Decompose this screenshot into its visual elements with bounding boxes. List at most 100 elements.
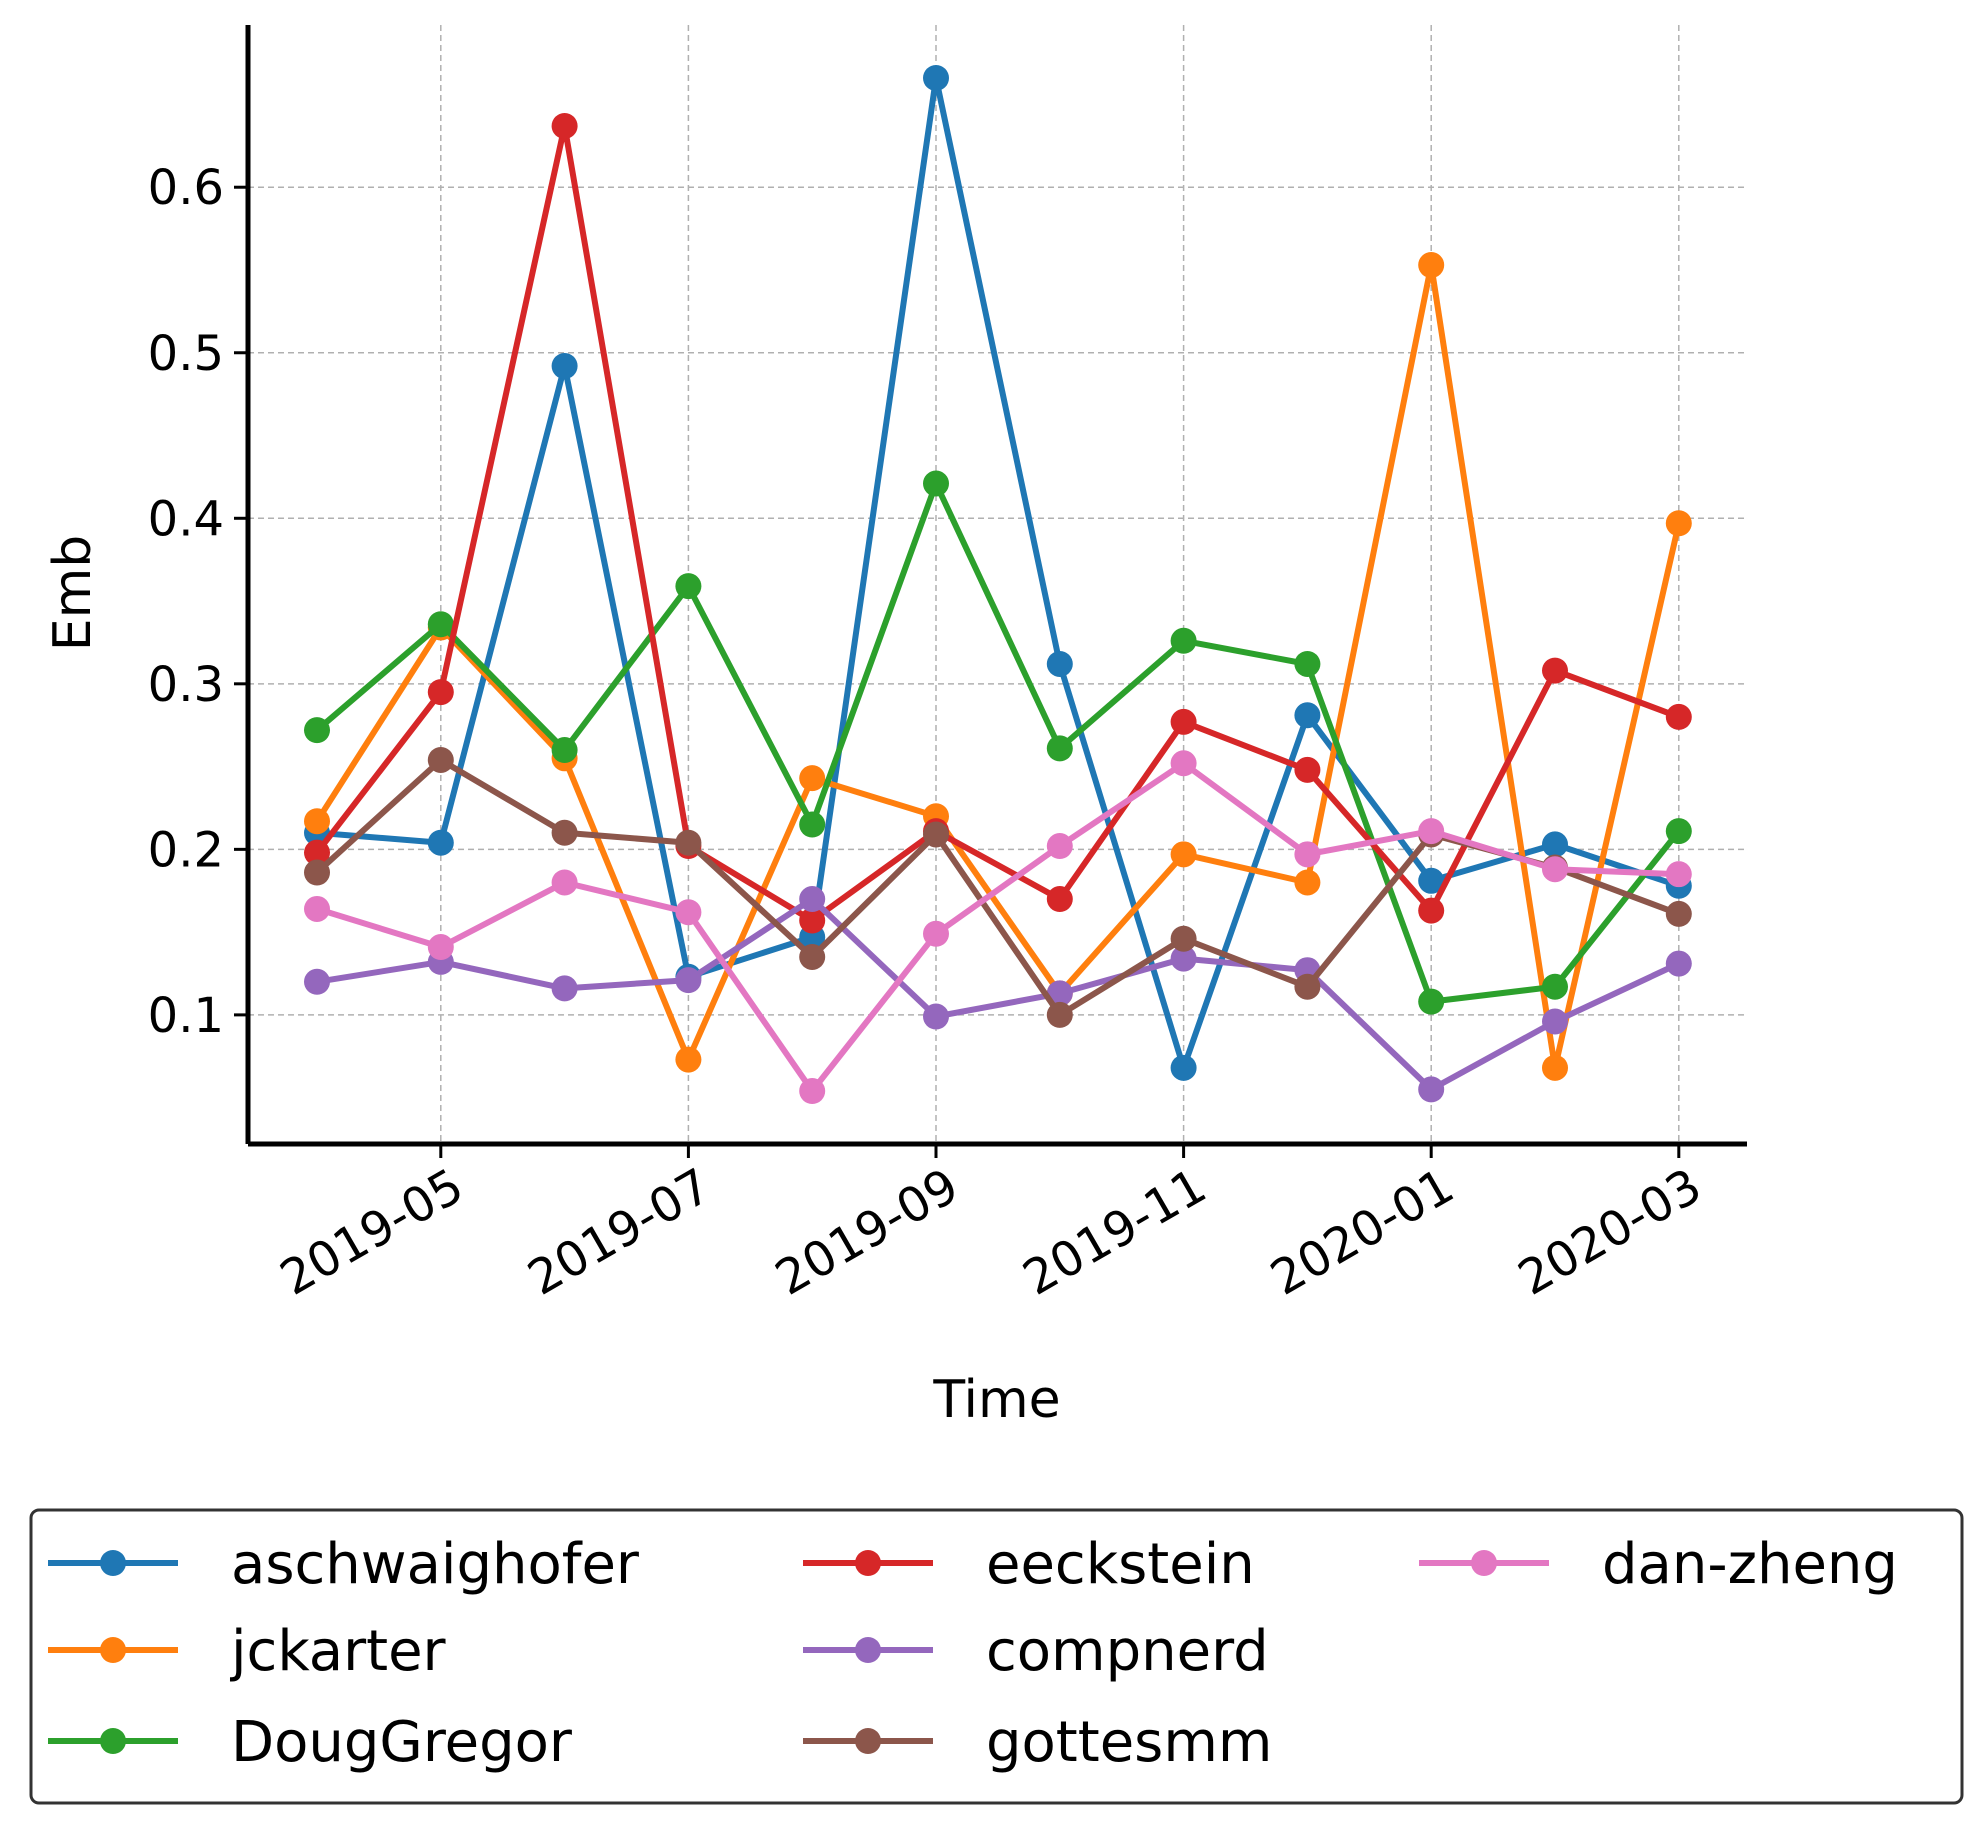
data-point	[1542, 1054, 1568, 1081]
ticks: 0.1 0.2 0.3 0.4 0.5 0.6 2019-05 2019-07 2019-09 2…	[148, 160, 1711, 1306]
data-point	[1542, 973, 1568, 1000]
data-point	[304, 839, 330, 866]
data-point	[551, 737, 578, 764]
data-point	[427, 934, 454, 961]
x-tick-label: 2020-01	[1262, 1158, 1464, 1307]
legend-label: gottesmm	[986, 1710, 1272, 1775]
data-point	[1046, 650, 1073, 677]
data-point	[675, 967, 702, 994]
y-tick-label: 0.5	[148, 326, 224, 382]
series-line	[314, 760, 1682, 1094]
data-point	[1418, 897, 1445, 924]
legend-label: eeckstein	[986, 1532, 1255, 1597]
data-point	[427, 679, 454, 706]
data-point	[1665, 900, 1692, 927]
series	[304, 64, 1692, 1105]
data-point	[675, 829, 702, 856]
series-DougGregor	[304, 470, 1692, 1015]
data-point	[1294, 841, 1321, 868]
y-tick-label: 0.3	[148, 657, 224, 713]
legend-swatch-marker	[100, 1637, 126, 1663]
legend-label: DougGregor	[231, 1710, 573, 1775]
legend-swatch-marker	[855, 1550, 881, 1576]
data-point	[304, 895, 330, 922]
x-tick-label: 2019-07	[519, 1158, 721, 1307]
legend-entry: jckarter	[48, 1619, 447, 1684]
legend-label: dan-zheng	[1602, 1532, 1898, 1597]
x-tick-label: 2019-11	[1014, 1158, 1216, 1307]
data-point	[799, 1078, 826, 1105]
gridlines	[248, 25, 1747, 1144]
legend-swatch-marker	[100, 1550, 126, 1576]
data-point	[799, 765, 826, 792]
data-point	[1170, 841, 1197, 868]
legend: aschwaighofer jckarter DougGregor eeckstein…	[29, 1508, 1964, 1805]
data-point	[1170, 708, 1197, 735]
data-point	[1170, 1054, 1197, 1081]
data-point	[551, 819, 578, 846]
data-point	[923, 821, 949, 848]
data-point	[427, 611, 454, 638]
data-point	[551, 975, 578, 1002]
y-axis-label: Emb	[43, 535, 103, 652]
data-point	[1665, 703, 1692, 730]
x-axis-label: Time	[932, 1370, 1060, 1430]
legend-label: compnerd	[986, 1619, 1269, 1684]
data-point	[923, 470, 949, 497]
data-point	[1418, 1076, 1445, 1103]
legend-swatch-marker	[855, 1637, 881, 1663]
data-point	[1170, 627, 1197, 654]
data-point	[1046, 886, 1073, 913]
data-point	[923, 1003, 949, 1030]
data-point	[1418, 818, 1445, 845]
data-point	[1170, 945, 1197, 972]
legend-frame	[29, 1508, 1964, 1805]
data-point	[1418, 988, 1445, 1015]
data-point	[1294, 973, 1321, 1000]
data-point	[799, 811, 826, 838]
series-line	[314, 896, 1682, 1093]
data-point	[1665, 818, 1692, 845]
y-tick-label: 0.6	[148, 160, 224, 216]
data-point	[799, 886, 826, 913]
data-point	[1170, 925, 1197, 952]
data-point	[799, 943, 826, 970]
data-point	[923, 920, 949, 947]
data-point	[427, 746, 454, 773]
legend-entry: eeckstein	[803, 1532, 1255, 1597]
data-point	[1542, 856, 1568, 883]
data-point	[675, 573, 702, 600]
data-point	[551, 352, 578, 379]
y-tick-label: 0.4	[148, 491, 224, 547]
data-point	[551, 869, 578, 896]
data-point	[1665, 950, 1692, 977]
data-point	[675, 1046, 702, 1073]
legend-entry: dan-zheng	[1419, 1532, 1898, 1597]
data-point	[551, 112, 578, 139]
data-point	[1542, 831, 1568, 858]
x-tick-label: 2019-05	[271, 1158, 473, 1307]
data-point	[1418, 252, 1445, 279]
data-point	[427, 829, 454, 856]
data-point	[304, 859, 330, 886]
series-line	[314, 123, 1682, 924]
legend-label: jckarter	[229, 1619, 447, 1684]
y-tick-label: 0.2	[148, 822, 224, 878]
axes	[245, 25, 1747, 1147]
data-point	[1046, 833, 1073, 860]
series-eeckstein	[304, 112, 1692, 934]
data-point	[1665, 510, 1692, 537]
legend-entry: compnerd	[803, 1619, 1269, 1684]
data-point	[1542, 1008, 1568, 1035]
legend-entry: gottesmm	[803, 1710, 1272, 1775]
data-point	[923, 64, 949, 91]
data-point	[1294, 756, 1321, 783]
data-point	[304, 808, 330, 835]
data-point	[1046, 735, 1073, 762]
data-point	[1418, 867, 1445, 894]
data-point	[1046, 1001, 1073, 1028]
legend-swatch-marker	[855, 1728, 881, 1754]
series-dan-zheng	[304, 750, 1692, 1105]
data-point	[1046, 980, 1073, 1007]
